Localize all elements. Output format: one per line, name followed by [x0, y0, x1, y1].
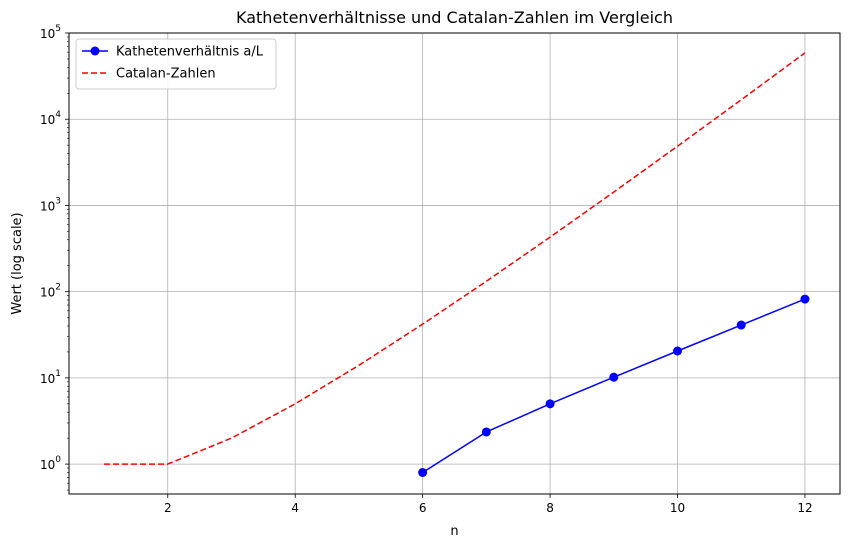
y-axis-label: Wert (log scale): [10, 212, 25, 314]
legend-label-catalan: Catalan-Zahlen: [116, 67, 216, 82]
y-tick-label: 102: [40, 283, 61, 300]
data-point: [481, 427, 491, 437]
y-tick-label: 101: [40, 369, 61, 386]
x-tick-label: 12: [797, 501, 812, 515]
y-tick-label: 103: [40, 196, 61, 213]
data-point: [736, 320, 746, 330]
data-point: [545, 399, 555, 409]
data-point: [418, 467, 428, 477]
legend-box: [75, 38, 277, 90]
data-point: [800, 294, 810, 304]
legend-label-kathetenverhaeltnis: Kathetenverhältnis a/L: [116, 45, 264, 60]
x-tick-label: 10: [670, 501, 685, 515]
y-tick-label: 100: [40, 455, 61, 472]
data-point: [673, 346, 683, 356]
legend: Kathetenverhältnis a/L Catalan-Zahlen: [75, 38, 277, 90]
x-tick-label: 2: [164, 501, 172, 515]
y-tick-label: 104: [40, 110, 61, 127]
plot-series: [104, 52, 810, 477]
x-tick-label: 8: [546, 501, 554, 515]
data-point: [609, 372, 619, 382]
x-axis-label: n: [450, 524, 458, 539]
axes-frame: [68, 32, 841, 495]
legend-marker-dot: [90, 46, 100, 56]
x-tick-label: 4: [291, 501, 299, 515]
axis-ticks: 2 4 6 8 10 12 100 101 102 103 104 105: [40, 24, 813, 515]
y-tick-label: 105: [40, 24, 61, 41]
series-line-1: [104, 52, 806, 465]
x-tick-label: 6: [419, 501, 427, 515]
chart-title: Kathetenverhältnisse und Catalan-Zahlen …: [236, 8, 673, 27]
grid: [69, 32, 840, 494]
